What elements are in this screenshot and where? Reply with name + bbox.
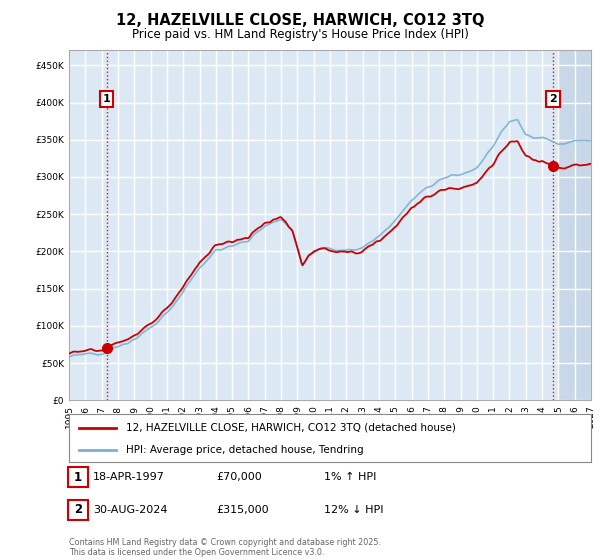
Text: 12% ↓ HPI: 12% ↓ HPI xyxy=(324,505,383,515)
Text: 2: 2 xyxy=(74,503,82,516)
Text: 2: 2 xyxy=(549,94,557,104)
Text: 1: 1 xyxy=(74,470,82,484)
Text: 12, HAZELVILLE CLOSE, HARWICH, CO12 3TQ: 12, HAZELVILLE CLOSE, HARWICH, CO12 3TQ xyxy=(116,13,484,28)
Text: HPI: Average price, detached house, Tendring: HPI: Average price, detached house, Tend… xyxy=(127,445,364,455)
Text: £70,000: £70,000 xyxy=(216,472,262,482)
Text: 1: 1 xyxy=(103,94,110,104)
Text: £315,000: £315,000 xyxy=(216,505,269,515)
Text: 18-APR-1997: 18-APR-1997 xyxy=(93,472,165,482)
Text: Price paid vs. HM Land Registry's House Price Index (HPI): Price paid vs. HM Land Registry's House … xyxy=(131,28,469,41)
Text: 30-AUG-2024: 30-AUG-2024 xyxy=(93,505,167,515)
Bar xyxy=(559,50,591,400)
Text: 1% ↑ HPI: 1% ↑ HPI xyxy=(324,472,376,482)
Text: 12, HAZELVILLE CLOSE, HARWICH, CO12 3TQ (detached house): 12, HAZELVILLE CLOSE, HARWICH, CO12 3TQ … xyxy=(127,423,456,433)
Text: Contains HM Land Registry data © Crown copyright and database right 2025.
This d: Contains HM Land Registry data © Crown c… xyxy=(69,538,381,557)
